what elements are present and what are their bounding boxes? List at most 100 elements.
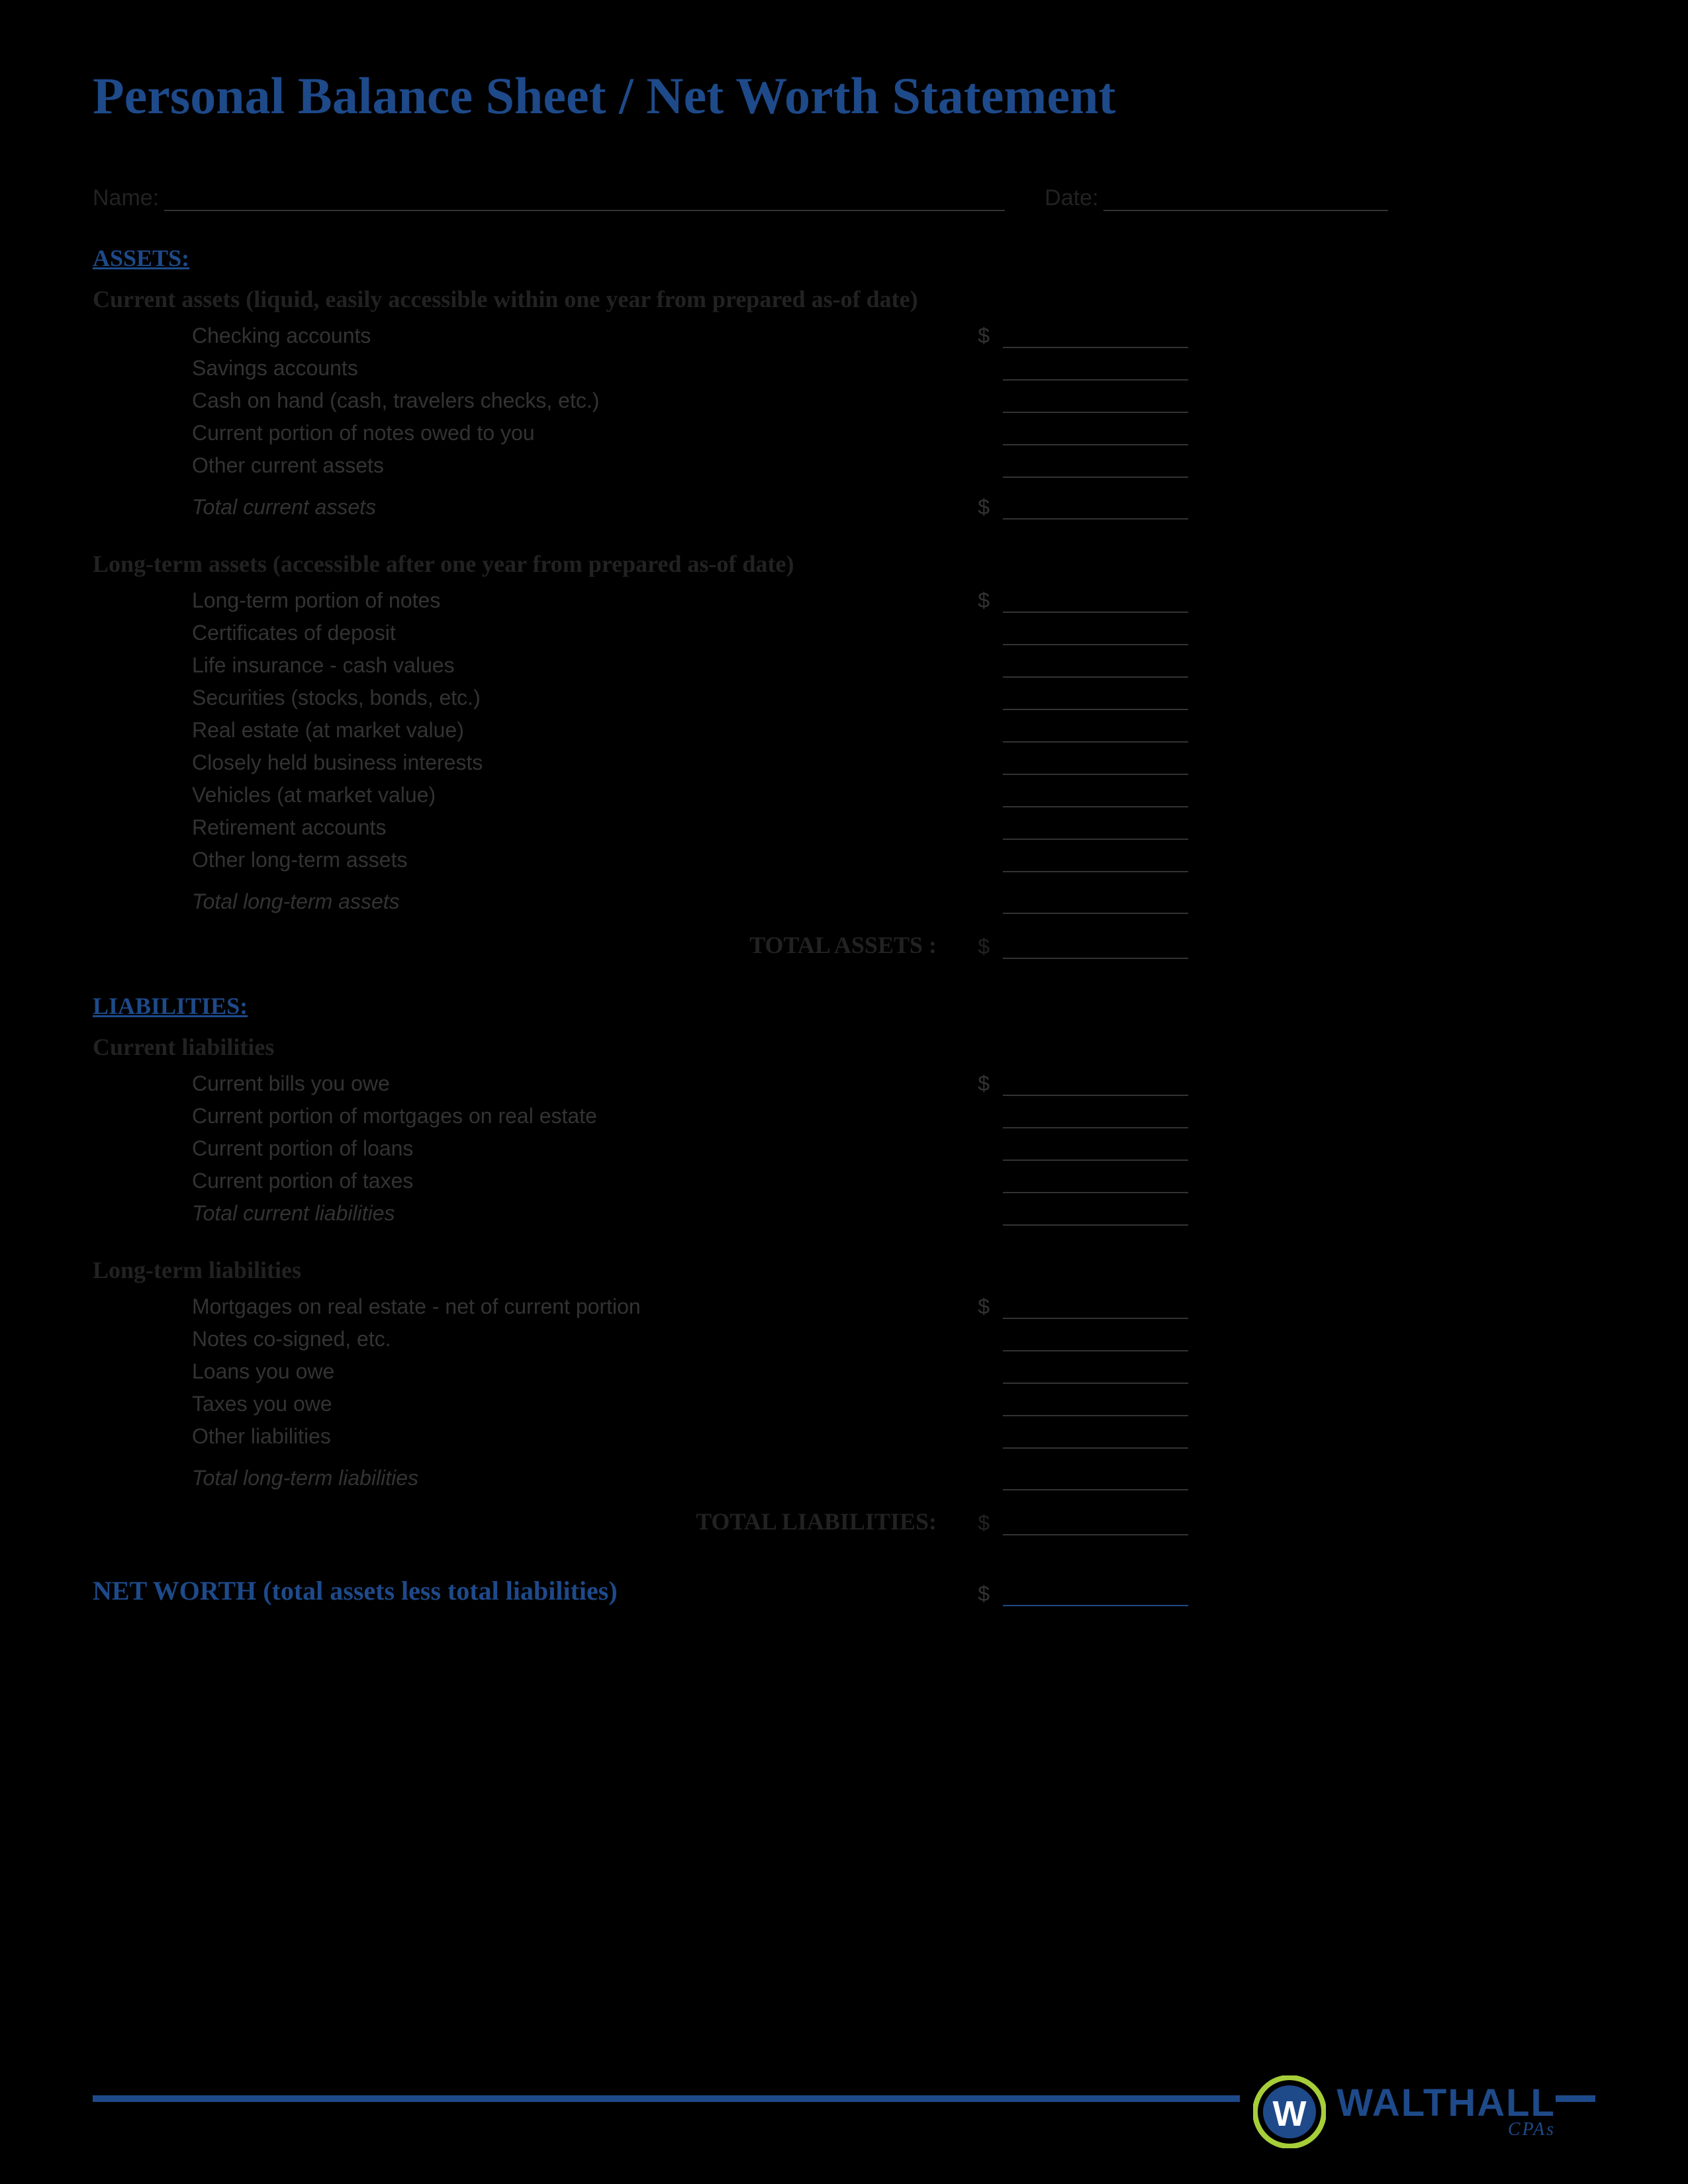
- line-item: Long-term portion of notes $: [93, 584, 1595, 617]
- line-item-label: Mortgages on real estate - net of curren…: [192, 1295, 641, 1319]
- logo-mark-icon: W: [1253, 2075, 1326, 2148]
- total-longterm-liabilities-row: Total long-term liabilities: [93, 1462, 1595, 1494]
- amount-input-line[interactable]: [1003, 1396, 1188, 1416]
- total-assets-line[interactable]: [1003, 939, 1188, 959]
- total-current-liabilities-line[interactable]: [1003, 1206, 1188, 1226]
- total-longterm-assets-label: Total long-term assets: [192, 889, 400, 914]
- total-liabilities-row: TOTAL LIABILITIES: $: [93, 1494, 1595, 1542]
- company-logo: W WALTHALL CPAs: [1240, 2075, 1556, 2148]
- dollar-sign: $: [963, 495, 990, 520]
- logo-text: WALTHALL CPAs: [1336, 2086, 1556, 2137]
- line-item-label: Securities (stocks, bonds, etc.): [192, 686, 481, 710]
- header-fields: Name: Date:: [93, 185, 1595, 211]
- amount-input-line[interactable]: [1003, 426, 1188, 445]
- dollar-sign: $: [963, 324, 990, 348]
- amount-input-line[interactable]: [1003, 393, 1188, 413]
- total-longterm-liabilities-line[interactable]: [1003, 1471, 1188, 1490]
- line-item: Other current assets: [93, 449, 1595, 482]
- line-item: Current portion of taxes: [93, 1165, 1595, 1197]
- line-item: Other liabilities: [93, 1420, 1595, 1453]
- longterm-liabilities-header: Long-term liabilities: [93, 1256, 1595, 1284]
- amount-input-line[interactable]: [1003, 852, 1188, 872]
- net-worth-row: NET WORTH (total assets less total liabi…: [93, 1575, 1595, 1606]
- total-liabilities-label: TOTAL LIABILITIES:: [696, 1508, 963, 1535]
- total-assets-row: TOTAL ASSETS : $: [93, 918, 1595, 966]
- amount-input-line[interactable]: [1003, 1364, 1188, 1384]
- line-item: Closely held business interests: [93, 747, 1595, 779]
- line-item: Vehicles (at market value): [93, 779, 1595, 811]
- amount-input-line[interactable]: [1003, 361, 1188, 381]
- net-worth-line[interactable]: [1003, 1584, 1188, 1606]
- line-item-label: Retirement accounts: [192, 815, 386, 840]
- amount-input-line[interactable]: [1003, 1109, 1188, 1128]
- amount-input-line[interactable]: [1003, 755, 1188, 775]
- amount-input-line[interactable]: [1003, 723, 1188, 743]
- amount-input-line[interactable]: [1003, 1141, 1188, 1161]
- total-liabilities-line[interactable]: [1003, 1516, 1188, 1535]
- amount-input-line[interactable]: [1003, 328, 1188, 348]
- svg-text:W: W: [1273, 2094, 1307, 2134]
- line-item-label: Taxes you owe: [192, 1392, 332, 1416]
- line-item: Retirement accounts: [93, 811, 1595, 844]
- line-item: Mortgages on real estate - net of curren…: [93, 1291, 1595, 1323]
- total-current-assets-row: Total current assets $: [93, 491, 1595, 523]
- total-longterm-assets-line[interactable]: [1003, 894, 1188, 914]
- date-input-line[interactable]: [1103, 189, 1388, 211]
- line-item-label: Certificates of deposit: [192, 621, 396, 645]
- total-longterm-liabilities-label: Total long-term liabilities: [192, 1466, 418, 1490]
- longterm-assets-header: Long-term assets (accessible after one y…: [93, 550, 1595, 578]
- amount-input-line[interactable]: [1003, 690, 1188, 710]
- name-input-line[interactable]: [164, 189, 1005, 211]
- name-label: Name:: [93, 185, 159, 211]
- dollar-sign: $: [963, 588, 990, 613]
- amount-input-line[interactable]: [1003, 593, 1188, 613]
- line-item: Taxes you owe: [93, 1388, 1595, 1420]
- assets-header: ASSETS:: [93, 244, 1595, 272]
- document-page: Personal Balance Sheet / Net Worth State…: [93, 66, 1595, 1606]
- total-current-liabilities-label: Total current liabilities: [192, 1201, 395, 1226]
- amount-input-line[interactable]: [1003, 658, 1188, 678]
- line-item: Notes co-signed, etc.: [93, 1323, 1595, 1355]
- current-assets-header: Current assets (liquid, easily accessibl…: [93, 285, 1595, 313]
- date-field: Date:: [1045, 185, 1613, 211]
- amount-input-line[interactable]: [1003, 1332, 1188, 1351]
- line-item-label: Other long-term assets: [192, 848, 407, 872]
- line-item: Cash on hand (cash, travelers checks, et…: [93, 385, 1595, 417]
- line-item-label: Closely held business interests: [192, 751, 483, 775]
- amount-input-line[interactable]: [1003, 1076, 1188, 1096]
- line-item-label: Loans you owe: [192, 1359, 334, 1384]
- line-item: Certificates of deposit: [93, 617, 1595, 649]
- line-item-label: Life insurance - cash values: [192, 653, 455, 678]
- line-item-label: Notes co-signed, etc.: [192, 1327, 391, 1351]
- amount-input-line[interactable]: [1003, 625, 1188, 645]
- line-item: Real estate (at market value): [93, 714, 1595, 747]
- name-field: Name:: [93, 185, 1005, 211]
- amount-input-line[interactable]: [1003, 788, 1188, 807]
- line-item-label: Real estate (at market value): [192, 718, 464, 743]
- amount-input-line[interactable]: [1003, 1299, 1188, 1319]
- line-item-label: Current portion of loans: [192, 1136, 413, 1161]
- line-item: Current portion of loans: [93, 1132, 1595, 1165]
- line-item: Savings accounts: [93, 352, 1595, 385]
- amount-input-line[interactable]: [1003, 458, 1188, 478]
- line-item-label: Savings accounts: [192, 356, 358, 381]
- amount-input-line[interactable]: [1003, 1173, 1188, 1193]
- total-assets-label: TOTAL ASSETS :: [749, 931, 963, 959]
- amount-input-line[interactable]: [1003, 1429, 1188, 1449]
- line-item-label: Current bills you owe: [192, 1071, 390, 1096]
- line-item-label: Long-term portion of notes: [192, 588, 440, 613]
- line-item: Life insurance - cash values: [93, 649, 1595, 682]
- line-item: Current bills you owe $: [93, 1068, 1595, 1100]
- line-item-label: Vehicles (at market value): [192, 783, 436, 807]
- dollar-sign: $: [963, 1071, 990, 1096]
- line-item: Current portion of notes owed to you: [93, 417, 1595, 449]
- line-item: Securities (stocks, bonds, etc.): [93, 682, 1595, 714]
- current-liabilities-header: Current liabilities: [93, 1033, 1595, 1061]
- dollar-sign: $: [963, 1295, 990, 1319]
- line-item-label: Current portion of notes owed to you: [192, 421, 535, 445]
- amount-input-line[interactable]: [1003, 820, 1188, 840]
- page-footer: W WALTHALL CPAs: [93, 2095, 1595, 2105]
- line-item-label: Checking accounts: [192, 324, 371, 348]
- total-current-assets-line[interactable]: [1003, 500, 1188, 520]
- total-longterm-assets-row: Total long-term assets: [93, 886, 1595, 918]
